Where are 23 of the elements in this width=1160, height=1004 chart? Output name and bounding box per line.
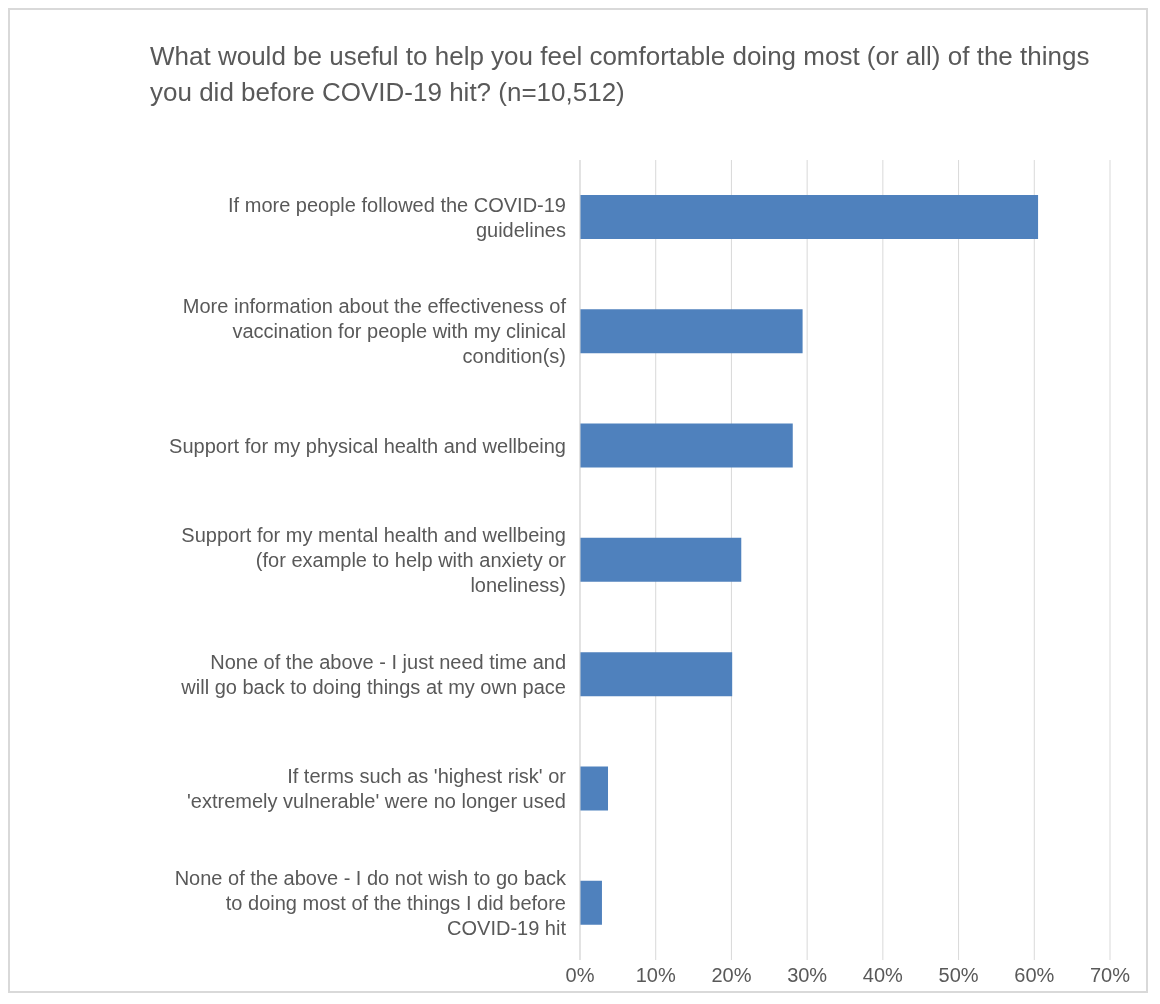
y-tick-label: Support for my mental health and wellbeing (for example to help with anxiety or loneliness) <box>181 524 567 596</box>
x-tick-label: 30% <box>787 964 828 987</box>
x-tick-label: 50% <box>938 964 979 987</box>
x-tick-label: 0% <box>565 964 595 987</box>
x-tick-label: 10% <box>635 964 676 987</box>
y-tick-label: None of the above - I just need time and will go back to doing things at my own pace <box>180 650 566 698</box>
bar <box>580 766 609 811</box>
x-tick-label: 40% <box>862 964 904 987</box>
bar <box>580 309 803 354</box>
bar <box>580 195 1039 239</box>
chart-title: What would be useful to help you feel comfortable doing most (or all) of the things you did before COVID-19 hit? (n=10,512) <box>149 40 1091 109</box>
x-tick-label: 70% <box>1089 964 1131 987</box>
y-tick-label: If terms such as 'highest risk' or 'extremely vulnerable' were no longer used <box>187 765 567 813</box>
bar <box>580 880 602 925</box>
y-tick-label: More information about the effectiveness of vaccination for people with my clinical condition(s) <box>182 295 567 368</box>
x-tick-label: 20% <box>711 964 752 987</box>
y-tick-label: None of the above - I do not wish to go back to doing most of the things I did before COVID-19 hit <box>174 866 567 939</box>
y-tick-label: If more people followed the COVID-19 guidelines <box>228 193 566 241</box>
bar <box>580 423 793 468</box>
bar <box>580 537 742 582</box>
bar <box>580 652 733 697</box>
y-tick-label: Support for my physical health and wellbeing <box>169 434 566 457</box>
x-tick-label: 60% <box>1014 964 1055 987</box>
